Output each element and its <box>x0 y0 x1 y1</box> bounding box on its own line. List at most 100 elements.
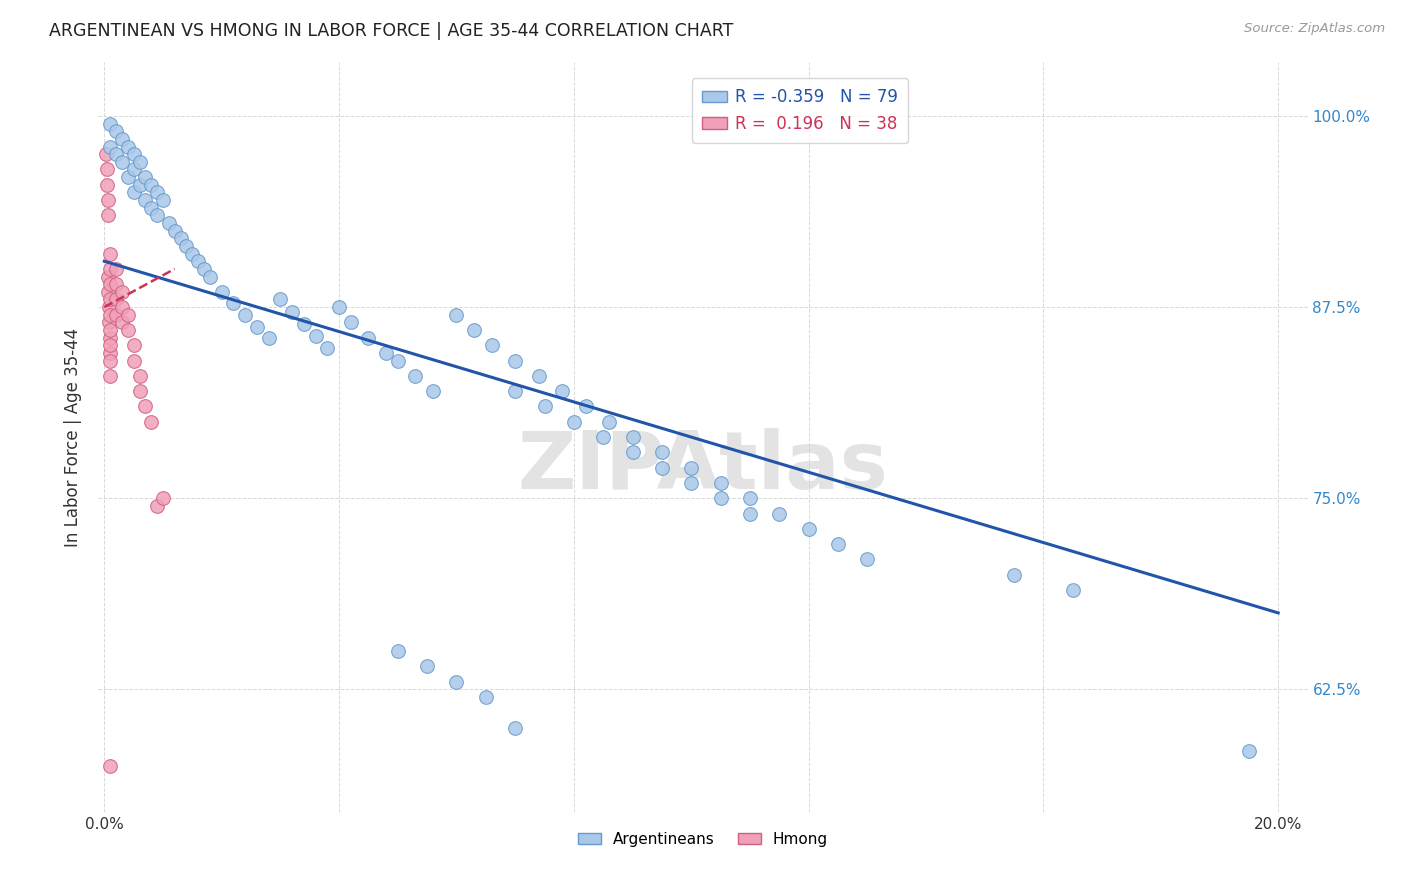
Point <box>105 308 128 322</box>
Point <box>98 117 121 131</box>
Point <box>827 537 849 551</box>
Point <box>97 285 120 299</box>
Point <box>304 329 326 343</box>
Point <box>98 293 121 307</box>
Point <box>357 331 380 345</box>
Point <box>316 342 339 356</box>
Point <box>105 293 128 307</box>
Text: ARGENTINEAN VS HMONG IN LABOR FORCE | AGE 35-44 CORRELATION CHART: ARGENTINEAN VS HMONG IN LABOR FORCE | AG… <box>49 22 734 40</box>
Point <box>97 269 120 284</box>
Point <box>105 147 128 161</box>
Point <box>738 507 761 521</box>
Point <box>533 400 555 414</box>
Point <box>281 304 304 318</box>
Point <box>404 368 426 383</box>
Point <box>503 721 526 735</box>
Point <box>134 193 156 207</box>
Point <box>128 384 150 399</box>
Point <box>446 308 468 322</box>
Point <box>598 415 620 429</box>
Point <box>768 507 790 521</box>
Point <box>157 216 180 230</box>
Point <box>592 430 614 444</box>
Point <box>257 331 280 345</box>
Point <box>169 231 191 245</box>
Point <box>681 475 703 490</box>
Point <box>193 261 215 276</box>
Point <box>117 308 139 322</box>
Point <box>463 323 485 337</box>
Point <box>621 430 644 444</box>
Point <box>198 269 221 284</box>
Point <box>94 147 117 161</box>
Point <box>97 208 120 222</box>
Point <box>562 415 585 429</box>
Point <box>97 193 120 207</box>
Point <box>233 308 256 322</box>
Point <box>111 132 134 146</box>
Point <box>710 475 733 490</box>
Point <box>481 338 503 352</box>
Point <box>292 317 315 331</box>
Point <box>738 491 761 506</box>
Point <box>387 353 409 368</box>
Point <box>98 323 121 337</box>
Point <box>122 338 145 352</box>
Point <box>111 154 134 169</box>
Point <box>163 224 186 238</box>
Point <box>122 162 145 177</box>
Point <box>340 315 363 329</box>
Point <box>134 400 156 414</box>
Point <box>503 353 526 368</box>
Point <box>98 139 121 153</box>
Point <box>111 315 134 329</box>
Point <box>146 208 169 222</box>
Point <box>98 338 121 352</box>
Point <box>651 445 673 459</box>
Point <box>105 277 128 292</box>
Point <box>1237 743 1260 757</box>
Point <box>98 346 121 360</box>
Point <box>181 246 204 260</box>
Point <box>681 460 703 475</box>
Point <box>128 178 150 192</box>
Point <box>111 285 134 299</box>
Point <box>710 491 733 506</box>
Point <box>527 368 550 383</box>
Point <box>117 139 139 153</box>
Point <box>797 522 820 536</box>
Point <box>222 295 245 310</box>
Point <box>146 499 169 513</box>
Point <box>141 178 163 192</box>
Point <box>98 261 121 276</box>
Point <box>503 384 526 399</box>
Point <box>475 690 498 704</box>
Point <box>98 759 121 773</box>
Point <box>122 353 145 368</box>
Point <box>96 178 118 192</box>
Point <box>375 346 398 360</box>
Point <box>1002 567 1025 582</box>
Point <box>98 315 121 329</box>
Point <box>621 445 644 459</box>
Point <box>122 186 145 200</box>
Point <box>575 400 598 414</box>
Point <box>98 353 121 368</box>
Point <box>96 162 118 177</box>
Point <box>551 384 574 399</box>
Point <box>422 384 444 399</box>
Point <box>146 186 169 200</box>
Point <box>134 170 156 185</box>
Point <box>98 331 121 345</box>
Point <box>122 147 145 161</box>
Point <box>128 154 150 169</box>
Y-axis label: In Labor Force | Age 35-44: In Labor Force | Age 35-44 <box>65 327 83 547</box>
Point <box>269 293 291 307</box>
Point <box>246 320 269 334</box>
Point <box>98 277 121 292</box>
Point <box>105 261 128 276</box>
Point <box>176 239 198 253</box>
Point <box>117 323 139 337</box>
Point <box>111 300 134 314</box>
Point <box>141 415 163 429</box>
